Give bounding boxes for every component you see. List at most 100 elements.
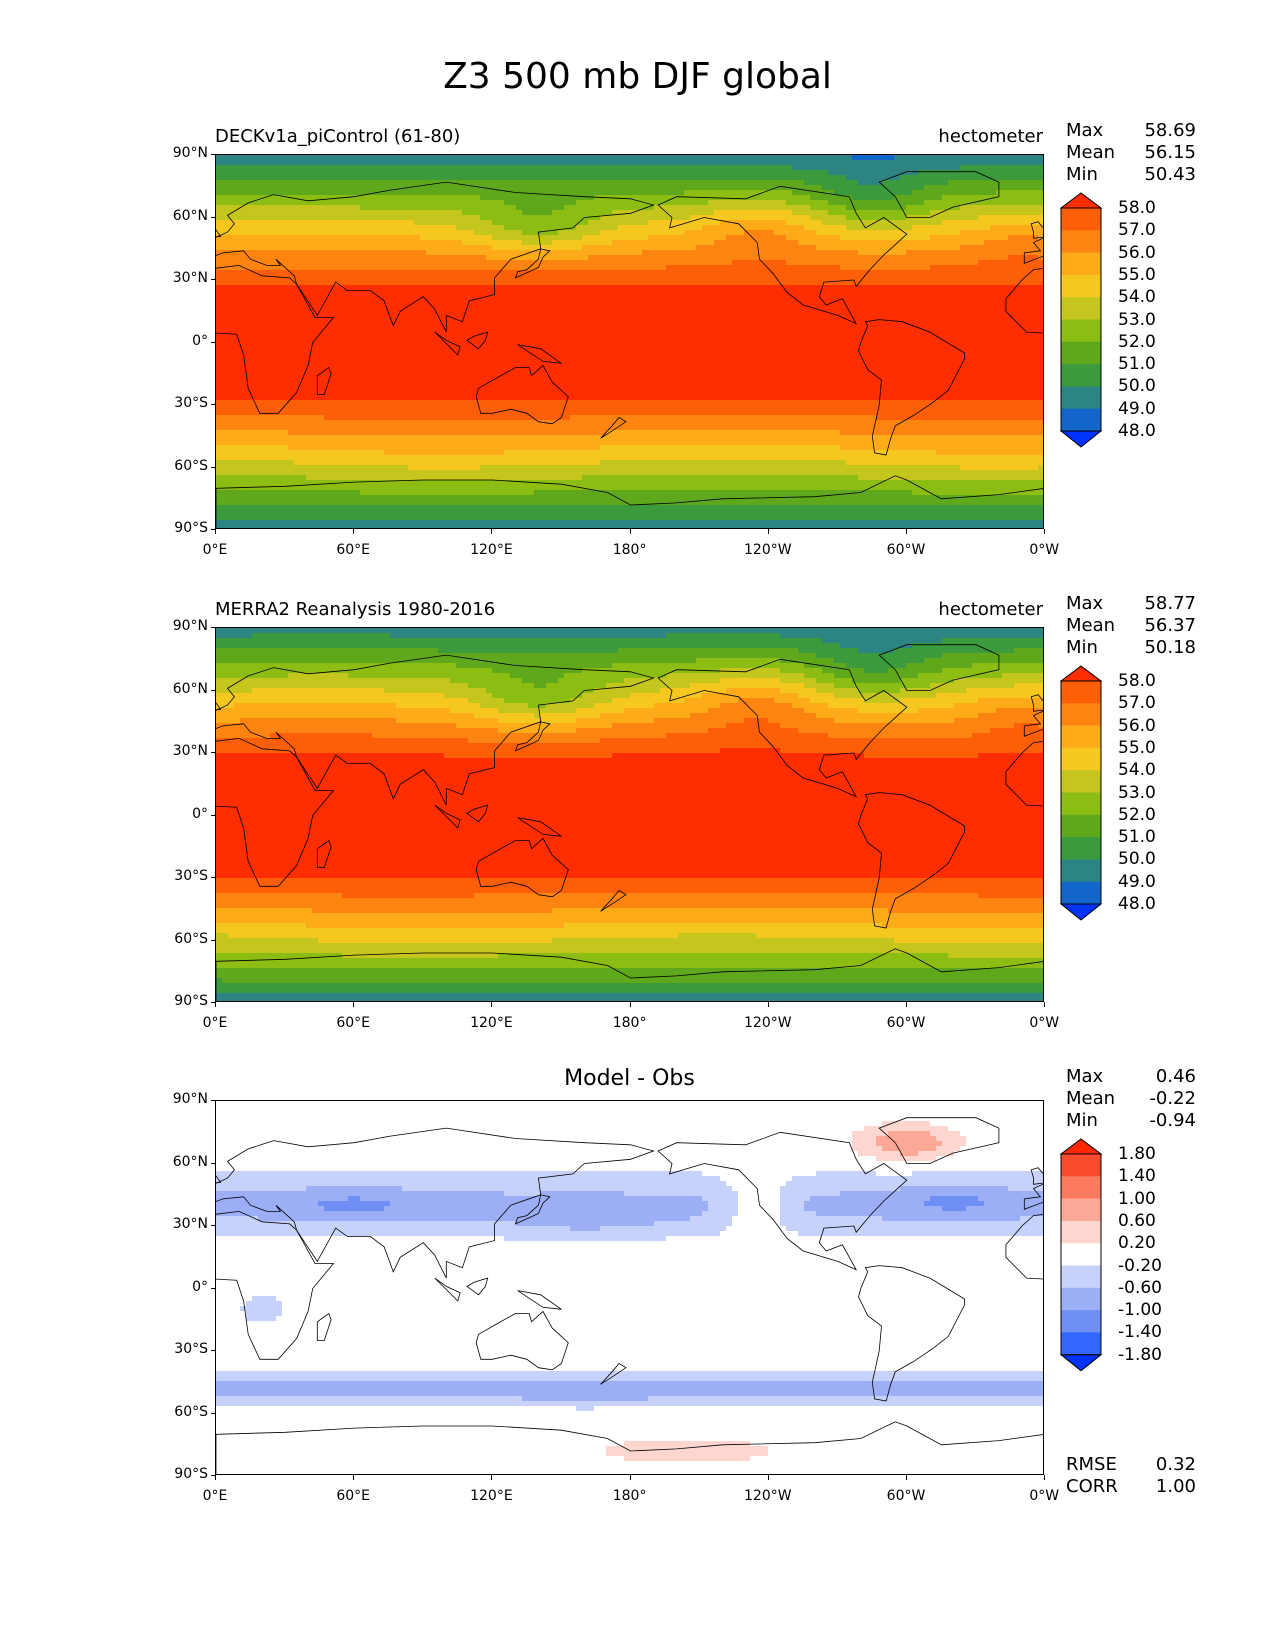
field-cell xyxy=(570,220,577,226)
field-cell xyxy=(870,175,877,181)
field-cell xyxy=(576,185,583,191)
field-cell xyxy=(654,175,661,181)
field-cell xyxy=(390,185,397,191)
field-cell xyxy=(450,175,457,181)
field-cell xyxy=(552,325,559,331)
field-cell xyxy=(846,190,853,196)
field-cell xyxy=(738,290,745,296)
field-cell xyxy=(900,240,907,246)
field-cell xyxy=(786,310,793,316)
field-cell xyxy=(906,275,913,281)
field-cell xyxy=(396,305,403,311)
field-cell xyxy=(342,305,349,311)
field-cell xyxy=(690,195,697,201)
field-cell xyxy=(690,170,697,176)
field-cell xyxy=(294,315,301,321)
field-cell xyxy=(408,185,415,191)
field-cell xyxy=(264,190,271,196)
field-cell xyxy=(942,195,949,201)
field-cell xyxy=(678,180,685,186)
field-cell xyxy=(306,155,313,161)
field-cell xyxy=(540,295,547,301)
field-cell xyxy=(690,295,697,301)
field-cell xyxy=(384,205,391,211)
field-cell xyxy=(1002,310,1009,316)
field-cell xyxy=(708,255,715,261)
field-cell xyxy=(408,205,415,211)
field-cell xyxy=(1014,170,1021,176)
field-cell xyxy=(936,305,943,311)
field-cell xyxy=(852,245,859,251)
field-cell xyxy=(414,180,421,186)
field-cell xyxy=(486,165,493,171)
field-cell xyxy=(414,260,421,266)
field-cell xyxy=(330,275,337,281)
field-cell xyxy=(906,160,913,166)
field-cell xyxy=(780,210,787,216)
field-cell xyxy=(264,325,271,331)
field-cell xyxy=(510,295,517,301)
field-cell xyxy=(984,230,991,236)
field-cell xyxy=(558,220,565,226)
field-cell xyxy=(546,315,553,321)
field-cell xyxy=(558,285,565,291)
field-cell xyxy=(906,185,913,191)
field-cell xyxy=(444,230,451,236)
field-cell xyxy=(390,325,397,331)
field-cell xyxy=(258,225,265,231)
field-cell xyxy=(1014,190,1021,196)
field-cell xyxy=(906,190,913,196)
field-cell xyxy=(894,195,901,201)
field-cell xyxy=(846,180,853,186)
field-cell xyxy=(510,280,517,286)
field-cell xyxy=(912,320,919,326)
field-cell xyxy=(282,240,289,246)
field-cell xyxy=(534,200,541,206)
field-cell xyxy=(774,165,781,171)
field-cell xyxy=(300,190,307,196)
field-cell xyxy=(906,170,913,176)
field-cell xyxy=(300,270,307,276)
field-cell xyxy=(462,235,469,241)
field-cell xyxy=(318,240,325,246)
field-cell xyxy=(636,245,643,251)
field-cell xyxy=(792,215,799,221)
field-cell xyxy=(600,200,607,206)
field-cell xyxy=(744,320,751,326)
field-cell xyxy=(996,300,1003,306)
field-cell xyxy=(798,175,805,181)
field-cell xyxy=(756,280,763,286)
field-cell xyxy=(312,305,319,311)
field-cell xyxy=(726,190,733,196)
field-cell xyxy=(216,175,223,181)
field-cell xyxy=(258,170,265,176)
field-cell xyxy=(312,220,319,226)
field-cell xyxy=(936,275,943,281)
field-cell xyxy=(360,260,367,266)
field-cell xyxy=(318,160,325,166)
field-cell xyxy=(804,210,811,216)
field-cell xyxy=(1008,320,1015,326)
field-cell xyxy=(744,305,751,311)
field-cell xyxy=(354,320,361,326)
field-cell xyxy=(636,275,643,281)
field-cell xyxy=(1002,230,1009,236)
field-cell xyxy=(846,285,853,291)
field-cell xyxy=(810,310,817,316)
field-cell xyxy=(816,310,823,316)
field-cell xyxy=(384,290,391,296)
field-cell xyxy=(558,310,565,316)
field-cell xyxy=(582,180,589,186)
field-cell xyxy=(510,220,517,226)
field-cell xyxy=(516,205,523,211)
field-cell xyxy=(834,180,841,186)
field-cell xyxy=(600,295,607,301)
field-cell xyxy=(474,225,481,231)
field-cell xyxy=(648,165,655,171)
field-cell xyxy=(684,265,691,271)
field-cell xyxy=(894,305,901,311)
field-cell xyxy=(486,295,493,301)
field-cell xyxy=(642,300,649,306)
field-cell xyxy=(462,300,469,306)
field-cell xyxy=(756,305,763,311)
